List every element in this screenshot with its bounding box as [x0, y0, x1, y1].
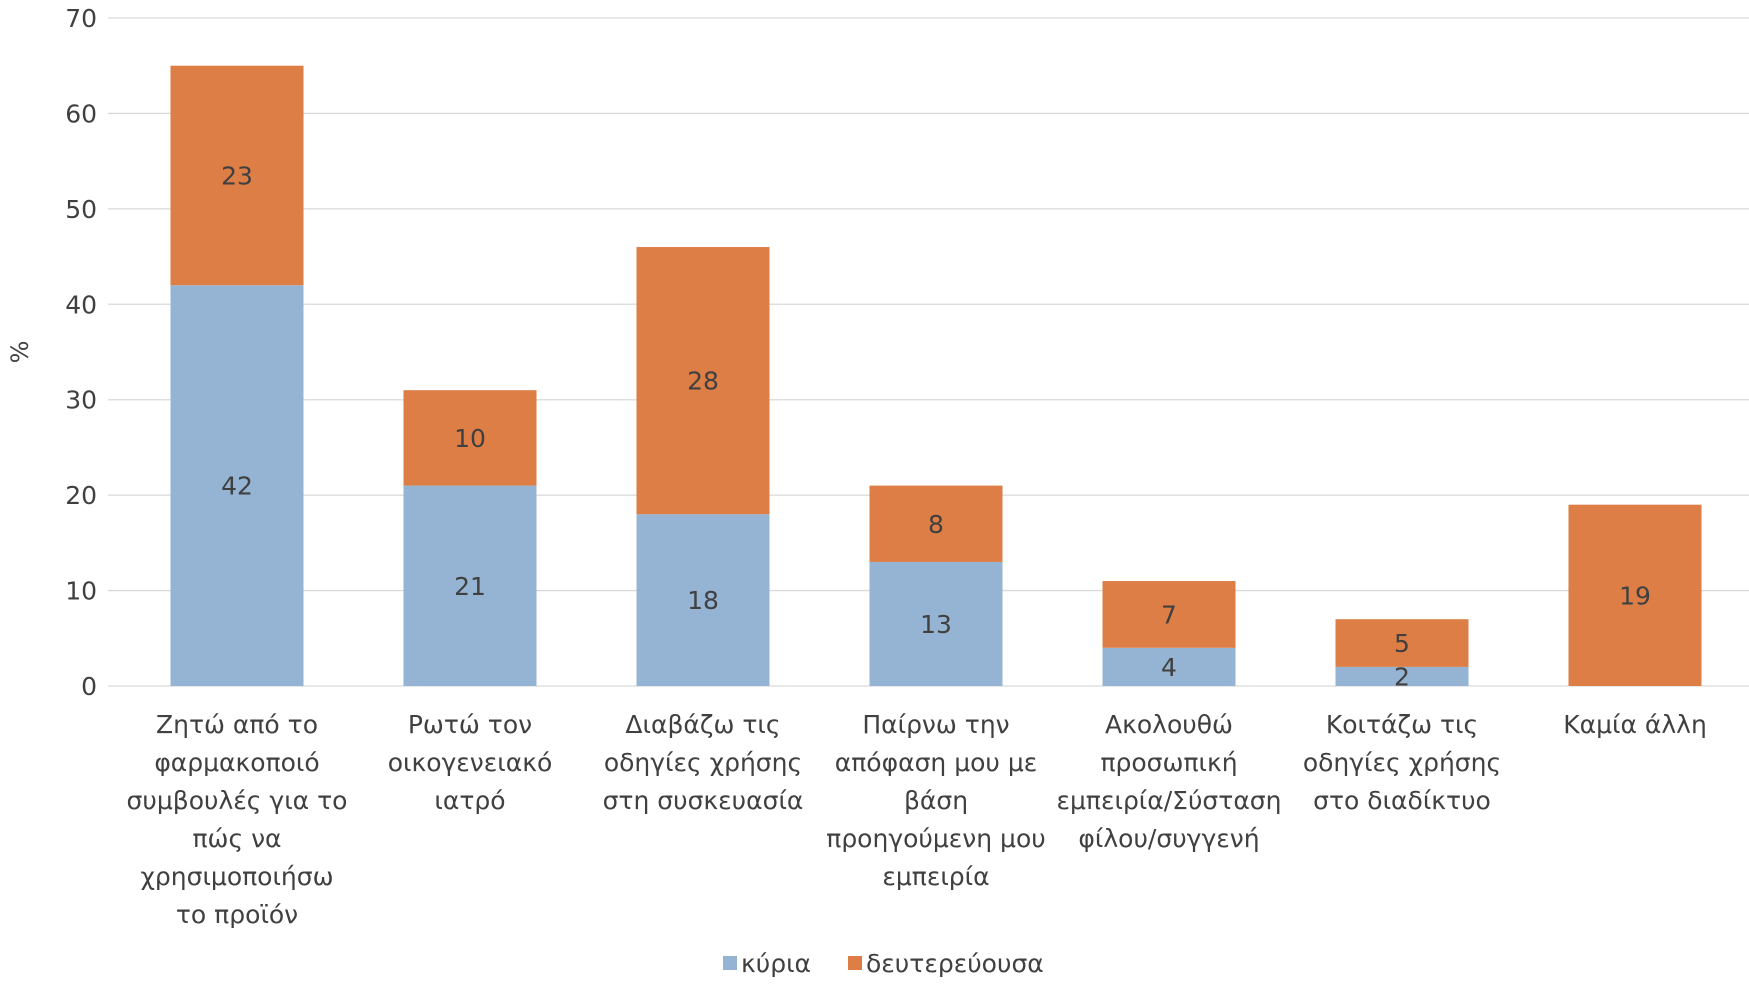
- x-category-label: προσωπική: [1100, 748, 1237, 777]
- data-label: 42: [221, 472, 253, 501]
- data-label: 2: [1394, 662, 1410, 691]
- data-label: 13: [920, 610, 952, 639]
- x-category-label: χρησιμοποιήσω: [140, 862, 333, 891]
- x-category-label: Ρωτώ τον: [408, 710, 532, 739]
- data-label: 7: [1161, 600, 1177, 629]
- y-tick-label: 70: [65, 4, 97, 33]
- legend-swatch: [723, 956, 737, 970]
- data-label: 5: [1394, 629, 1410, 658]
- data-label: 10: [454, 424, 486, 453]
- legend-label: κύρια: [741, 949, 811, 978]
- y-tick-label: 10: [65, 577, 97, 606]
- x-category-label: πώς να: [192, 824, 281, 853]
- x-category-label: Κοιτάζω τις: [1326, 710, 1478, 739]
- x-category-label: στη συσκευασία: [603, 786, 804, 815]
- x-category-label: οδηγίες χρήσης: [604, 748, 802, 777]
- bar-secondary: [1568, 504, 1702, 686]
- bar-secondary: [1335, 619, 1469, 667]
- data-label: 18: [687, 586, 719, 615]
- data-label: 21: [454, 572, 486, 601]
- x-category-label: Ακολουθώ: [1105, 710, 1233, 739]
- x-category-label: εμπειρία: [882, 862, 989, 891]
- data-label: 23: [221, 161, 253, 190]
- bar-secondary: [1102, 581, 1236, 648]
- y-tick-label: 60: [65, 99, 97, 128]
- bar-secondary: [869, 485, 1003, 562]
- bar-primary: [403, 485, 537, 686]
- y-axis-label: %: [6, 341, 34, 364]
- x-category-label: εμπειρία/Σύσταση: [1057, 786, 1282, 815]
- bar-primary: [636, 514, 770, 686]
- x-category-label: οδηγίες χρήσης: [1303, 748, 1501, 777]
- x-category-label: Καμία άλλη: [1563, 710, 1707, 739]
- bar-secondary: [170, 65, 304, 286]
- x-category-label: φίλου/συγγενή: [1078, 824, 1259, 853]
- data-label: 28: [687, 367, 719, 396]
- data-label: 19: [1619, 581, 1651, 610]
- x-category-label: συμβουλές για το: [127, 786, 348, 815]
- x-category-label: Παίρνω την: [862, 710, 1009, 739]
- x-category-label: Ζητώ από το: [156, 710, 318, 739]
- data-label: 4: [1161, 653, 1177, 682]
- x-category-label: φαρμακοποιό: [154, 748, 319, 777]
- bar-secondary: [636, 247, 770, 515]
- x-category-label: απόφαση μου με: [835, 748, 1037, 777]
- y-tick-label: 50: [65, 195, 97, 224]
- legend-label: δευτερεύουσα: [866, 949, 1044, 978]
- x-category-label: ιατρό: [434, 786, 505, 815]
- bar-primary: [869, 561, 1003, 686]
- bar-primary: [1335, 666, 1469, 686]
- x-category-label: βάση: [904, 786, 968, 815]
- x-category-label: οικογενειακό: [388, 748, 553, 777]
- data-label: 8: [928, 510, 944, 539]
- y-tick-label: 0: [81, 672, 97, 701]
- bar-primary: [170, 285, 304, 686]
- x-category-label: προηγούμενη μου: [826, 824, 1045, 853]
- x-category-label: στο διαδίκτυο: [1313, 786, 1491, 815]
- x-category-label: Διαβάζω τις: [625, 710, 780, 739]
- y-tick-label: 20: [65, 481, 97, 510]
- x-category-label: το προϊόν: [176, 900, 298, 929]
- bar-primary: [1102, 647, 1236, 686]
- bar-secondary: [403, 390, 537, 486]
- y-tick-label: 40: [65, 290, 97, 319]
- y-tick-label: 30: [65, 386, 97, 415]
- legend-swatch: [848, 956, 862, 970]
